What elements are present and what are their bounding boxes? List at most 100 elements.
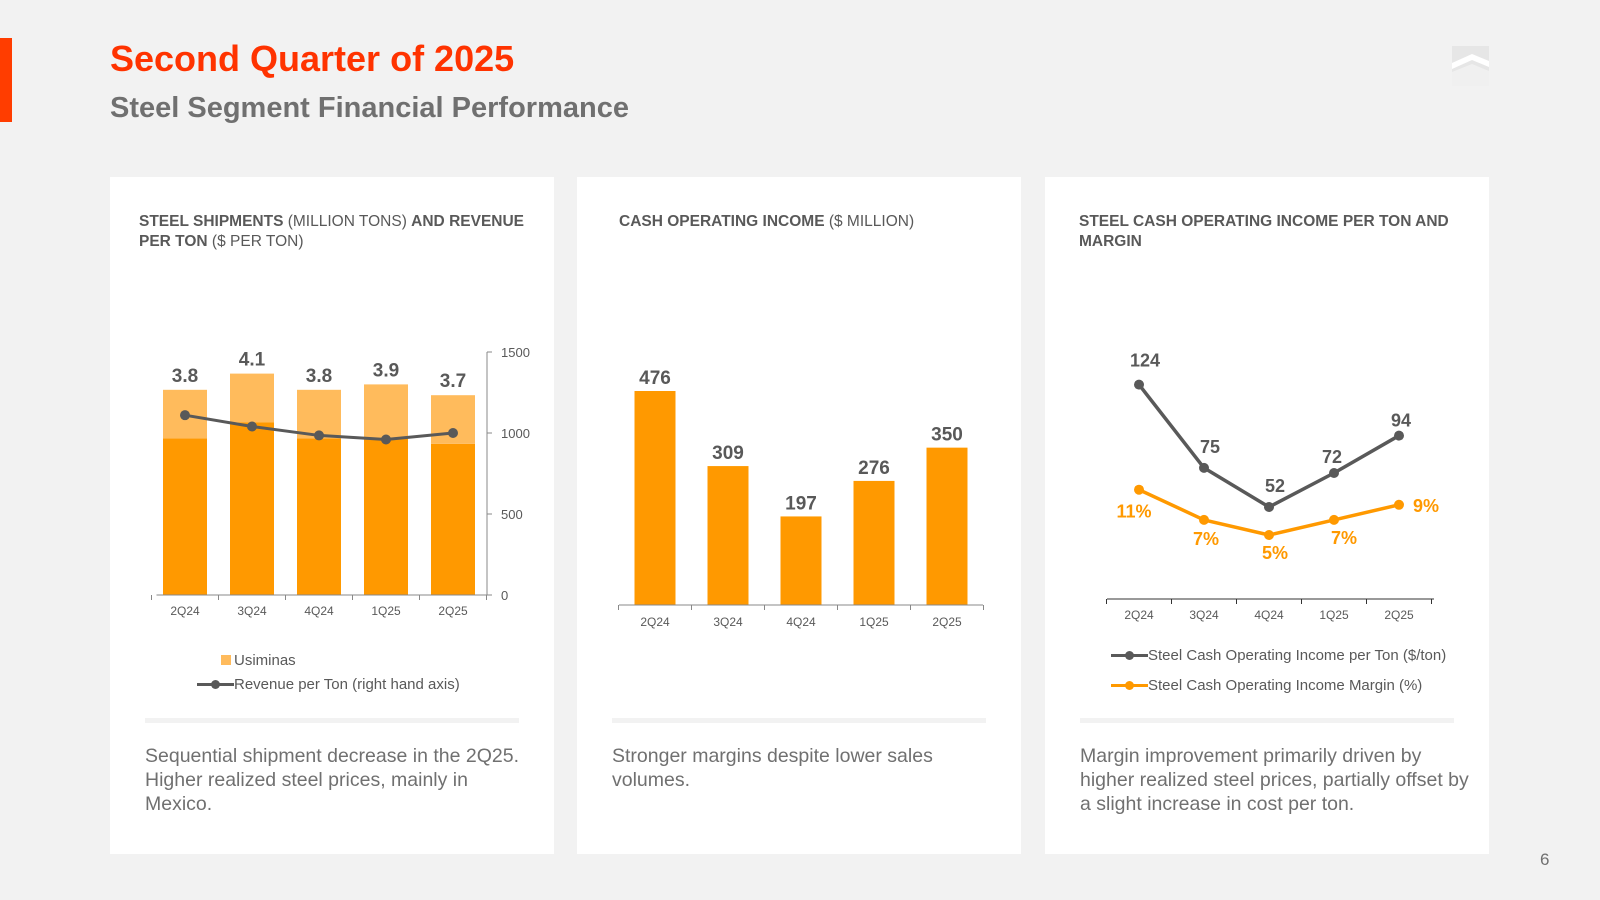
cash-income-bar <box>634 391 676 605</box>
bar-total-label: 4.1 <box>239 350 266 371</box>
revenue-per-ton-point <box>180 410 190 421</box>
bar-value-label: 350 <box>931 425 963 446</box>
bar-total-label: 3.7 <box>440 371 466 392</box>
shipments-bar <box>431 443 475 595</box>
cash-income-bar <box>926 447 968 605</box>
bar-total-label: 3.9 <box>373 360 399 381</box>
card-note: Stronger margins despite lower sales vol… <box>612 745 933 791</box>
margin-point <box>1264 530 1274 540</box>
cash-income-bar <box>780 516 822 605</box>
income-per-ton-point <box>1134 379 1144 390</box>
card-title: STEEL SHIPMENTS (MILLION TONS) AND REVEN… <box>139 212 539 252</box>
x-tick-label: 2Q25 <box>438 604 468 618</box>
divider <box>1080 718 1454 723</box>
usiminas-bar <box>364 384 408 439</box>
margin-label: 5% <box>1262 543 1288 563</box>
income-per-ton-point <box>1264 502 1274 512</box>
x-tick-label: 1Q25 <box>1319 608 1349 622</box>
x-tick-label: 2Q25 <box>1384 608 1414 622</box>
margin-label: 9% <box>1413 496 1439 516</box>
card-shipments: STEEL SHIPMENTS (MILLION TONS) AND REVEN… <box>110 177 554 854</box>
page-subtitle: Steel Segment Financial Performance <box>110 92 629 124</box>
shipments-bar <box>163 438 207 595</box>
revenue-per-ton-point <box>448 428 458 438</box>
card-title-part: STEEL SHIPMENTS <box>139 213 284 230</box>
bar-total-label: 3.8 <box>306 366 332 387</box>
legend-item-usiminas: Usiminas <box>197 648 460 672</box>
legend-item-margin: Steel Cash Operating Income Margin (%) <box>1111 670 1446 700</box>
income-per-ton-label: 75 <box>1200 437 1220 457</box>
card-title-part: CASH OPERATING INCOME <box>619 213 825 230</box>
right-y-tick-label: 1000 <box>501 426 530 441</box>
card-title-part: STEEL CASH OPERATING INCOME <box>1079 213 1339 230</box>
shipments-bar <box>364 438 408 595</box>
cash-income-per-ton-chart: 2Q24 3Q24 4Q24 1Q25 2Q25 124 75 52 72 94 11% 7% 5% 7%… <box>1106 351 1439 622</box>
margin-label: 7% <box>1331 528 1357 548</box>
usiminas-bar <box>297 389 341 439</box>
legend-label: Steel Cash Operating Income Margin (%) <box>1148 676 1423 694</box>
legend-line-marker-icon <box>1111 648 1148 662</box>
card-cash-income-per-ton: STEEL CASH OPERATING INCOME PER TON AND … <box>1045 177 1489 854</box>
company-logo-icon <box>1452 46 1489 86</box>
legend-label: Usiminas <box>234 651 296 669</box>
chart-legend: Steel Cash Operating Income per Ton ($/t… <box>1111 640 1446 700</box>
legend-item-revenue-per-ton: Revenue per Ton (right hand axis) <box>197 672 460 696</box>
card-title-part: ($ PER TON) <box>207 233 304 250</box>
x-tick-label: 4Q24 <box>304 604 334 618</box>
x-tick-label: 4Q24 <box>1254 608 1284 622</box>
x-tick-label: 3Q24 <box>1189 608 1219 622</box>
x-tick-label: 4Q24 <box>786 615 816 629</box>
accent-bar <box>0 38 12 122</box>
x-tick-label: 2Q25 <box>932 615 962 629</box>
chart-legend: Usiminas Revenue per Ton (right hand axi… <box>197 648 460 696</box>
x-tick-label: 3Q24 <box>713 615 743 629</box>
usiminas-bar <box>230 373 274 423</box>
card-title-part: PER TON AND MARGIN <box>1079 213 1449 250</box>
margin-label: 7% <box>1193 529 1219 549</box>
margin-point <box>1199 514 1209 525</box>
revenue-per-ton-point <box>247 421 257 432</box>
card-cash-operating-income: CASH OPERATING INCOME ($ MILLION) 476 2Q2… <box>577 177 1021 854</box>
page-number: 6 <box>1540 850 1550 869</box>
income-per-ton-label: 94 <box>1391 411 1411 431</box>
right-y-tick-label: 0 <box>501 588 508 603</box>
divider <box>612 718 986 723</box>
margin-line <box>1138 488 1400 537</box>
card-title-part: ($ MILLION) <box>824 213 915 230</box>
card-title-part: AND <box>411 213 445 230</box>
x-tick-label: 1Q25 <box>371 604 401 618</box>
cash-income-bar <box>707 466 749 605</box>
card-title: CASH OPERATING INCOME ($ MILLION) <box>619 212 1019 232</box>
card-title-part: REVENUE PER TON <box>139 213 525 250</box>
legend-label: Revenue per Ton (right hand axis) <box>234 675 460 693</box>
legend-line-marker-icon <box>1111 678 1148 692</box>
card-note: Margin improvement primarily driven by h… <box>1080 745 1469 815</box>
revenue-per-ton-point <box>314 430 324 441</box>
right-y-tick-label: 500 <box>501 507 523 522</box>
income-per-ton-label: 52 <box>1265 476 1285 496</box>
shipments-bar <box>297 438 341 595</box>
income-per-ton-label: 124 <box>1130 351 1160 371</box>
revenue-per-ton-point <box>381 434 391 445</box>
shipments-chart: 3.8 2Q24 4.1 3Q24 3.8 4Q24 3.9 1Q25 3.7 2Q25 0 500 1… <box>151 345 530 618</box>
right-y-tick-label: 1500 <box>501 345 530 360</box>
x-tick-label: 3Q24 <box>237 604 267 618</box>
margin-point <box>1394 499 1404 510</box>
page-title: Second Quarter of 2025 <box>110 38 515 79</box>
bar-value-label: 309 <box>712 443 744 464</box>
card-title: STEEL CASH OPERATING INCOME PER TON AND … <box>1079 212 1479 252</box>
x-tick-label: 1Q25 <box>859 615 889 629</box>
x-tick-label: 2Q24 <box>170 604 200 618</box>
bar-value-label: 476 <box>639 368 671 389</box>
margin-point <box>1134 484 1144 495</box>
margin-label: 11% <box>1116 502 1151 522</box>
income-per-ton-point <box>1199 462 1209 473</box>
legend-square-icon <box>221 655 231 665</box>
bar-value-label: 197 <box>785 493 817 514</box>
bar-value-label: 276 <box>858 458 890 479</box>
cash-operating-income-chart: 476 2Q24 309 3Q24 197 4Q24 276 1Q25 350 2Q25 <box>618 368 984 629</box>
income-per-ton-label: 72 <box>1322 447 1342 467</box>
legend-label: Steel Cash Operating Income per Ton ($/t… <box>1148 646 1447 664</box>
bar-total-label: 3.8 <box>172 366 198 387</box>
card-note: Sequential shipment decrease in the 2Q25… <box>145 745 519 815</box>
